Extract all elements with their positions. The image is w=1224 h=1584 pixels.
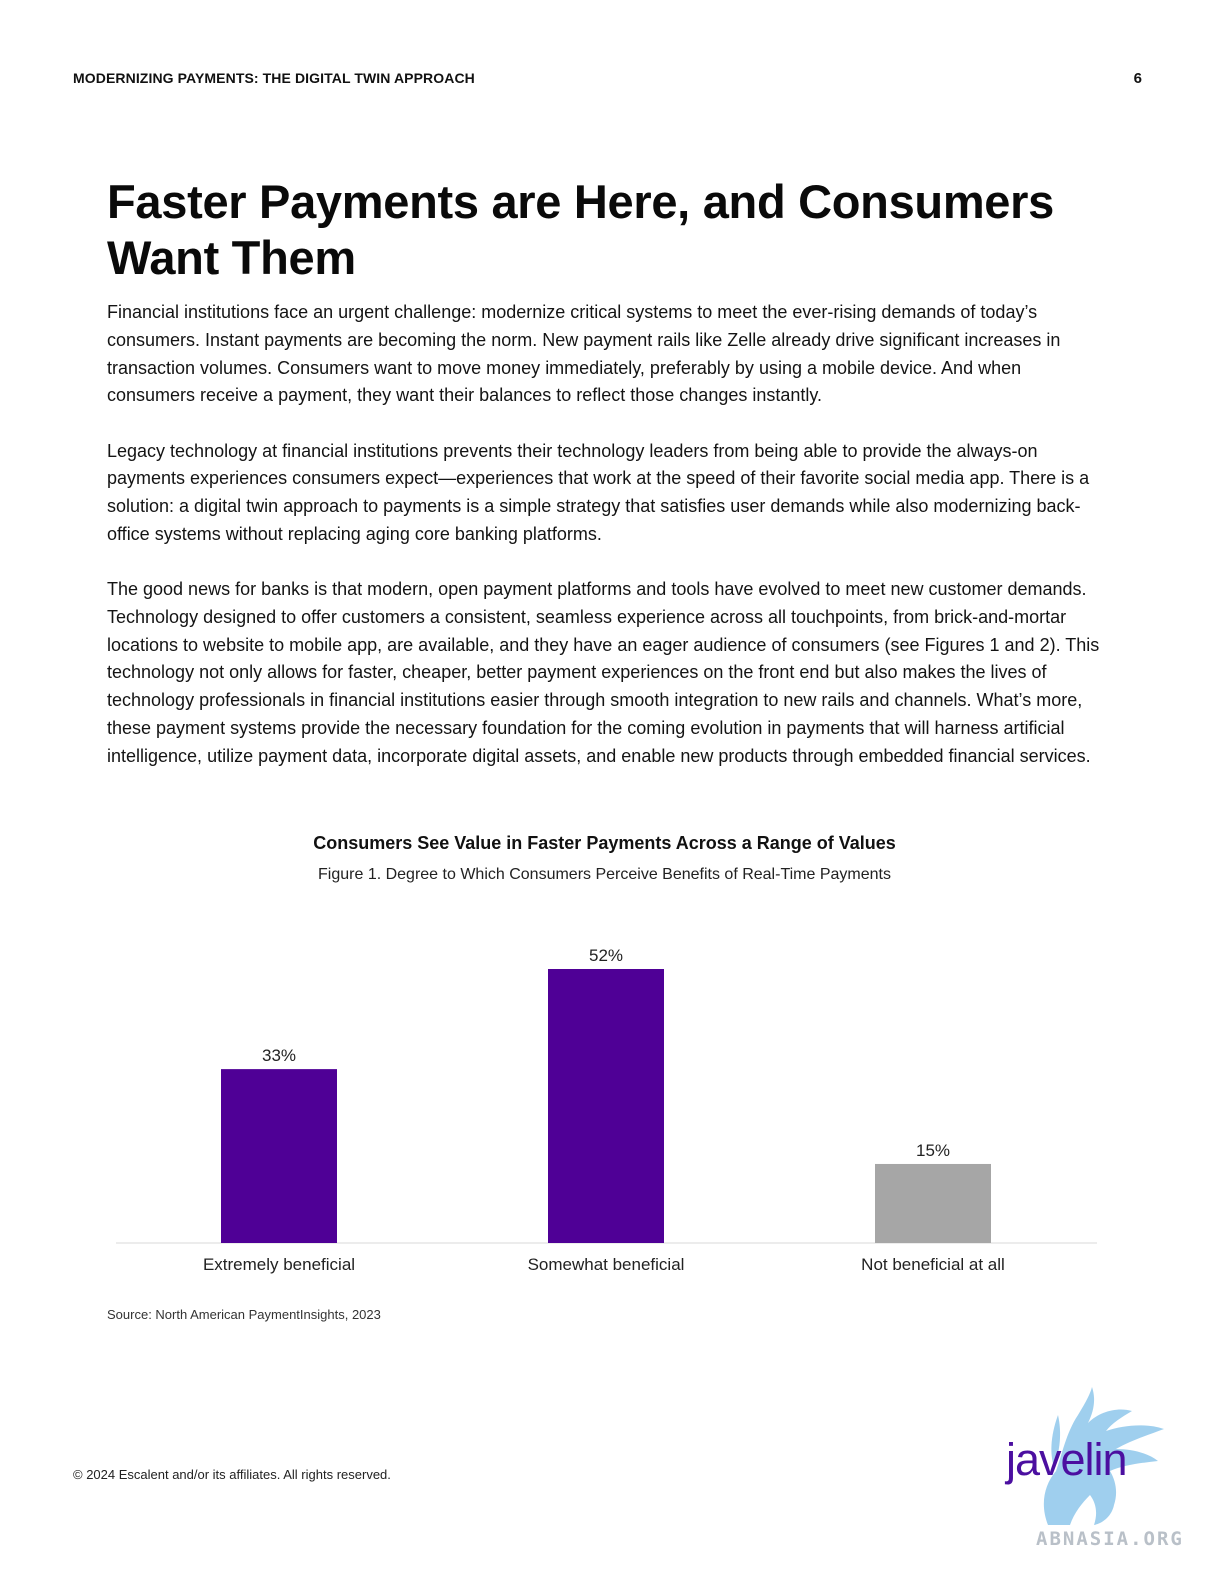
- page-number: 6: [1133, 70, 1142, 87]
- bar-chart: 33% Extremely beneficial 52% Somewhat benef…: [116, 946, 1097, 1274]
- chart-title: Consumers See Value in Faster Payments A…: [313, 833, 896, 853]
- griffin-mark-icon: [1043, 1387, 1164, 1525]
- bar: [221, 1069, 337, 1243]
- chart-subtitle: Figure 1. Degree to Which Consumers Perc…: [318, 866, 891, 883]
- paragraph: The good news for banks is that modern, …: [107, 579, 1100, 766]
- bar: [875, 1163, 991, 1243]
- category-label: Not beneficial at all: [861, 1255, 1005, 1274]
- body-text: Financial institutions face an urgent ch…: [107, 299, 1107, 798]
- bar: [548, 969, 664, 1243]
- data-label: 33%: [262, 1046, 296, 1065]
- logo-wordmark: javelin: [1004, 1434, 1127, 1485]
- watermark: ABNASIA.ORG: [1036, 1528, 1184, 1550]
- category-label: Extremely beneficial: [203, 1255, 355, 1274]
- paragraph: Financial institutions face an urgent ch…: [107, 302, 1061, 406]
- source-note: Source: North American PaymentInsights, …: [107, 1307, 381, 1322]
- data-label: 15%: [916, 1141, 950, 1160]
- page-title: Faster Payments are Here, and Consumers …: [107, 175, 1054, 284]
- category-label: Somewhat beneficial: [528, 1255, 685, 1274]
- paragraph: Legacy technology at financial instituti…: [107, 440, 1090, 544]
- javelin-logo: javelin: [1004, 1387, 1164, 1525]
- running-header-title: MODERNIZING PAYMENTS: THE DIGITAL TWIN A…: [73, 70, 475, 86]
- data-label: 52%: [589, 946, 623, 965]
- copyright-notice: © 2024 Escalent and/or its affiliates. A…: [73, 1467, 391, 1482]
